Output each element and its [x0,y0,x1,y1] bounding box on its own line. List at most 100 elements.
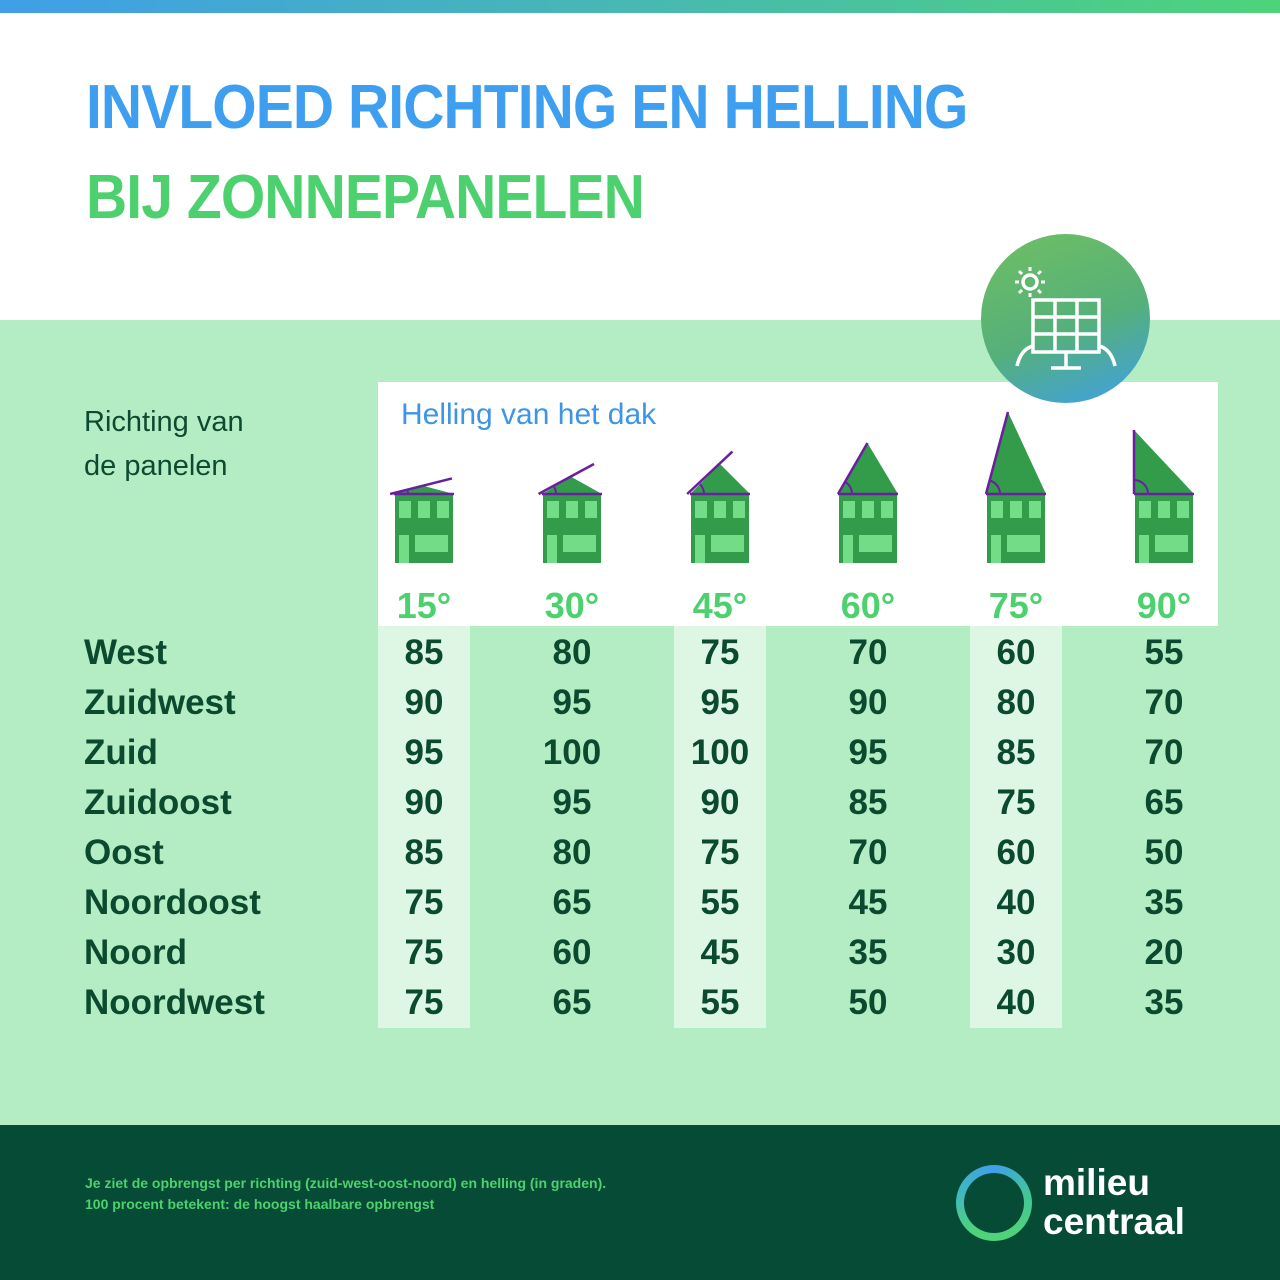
row-label: Zuidoost [84,783,232,822]
window [415,535,448,552]
table-cell: 75 [700,633,740,672]
table-cell: 85 [848,783,888,822]
header-box [378,382,1218,626]
roof-angle-line [537,462,595,496]
table-cell: 70 [1144,733,1184,772]
window [1010,501,1022,518]
table-cell: 75 [404,883,444,922]
roof [986,412,1046,494]
door [843,535,853,563]
table-cell: 45 [700,933,740,972]
table-cell: 35 [1144,983,1184,1022]
angle-arc-icon [699,483,705,495]
table-cell: 90 [404,783,444,822]
row-label: Zuid [84,733,158,772]
table-cell: 35 [848,933,888,972]
footer-note-line: Je ziet de opbrengst per richting (zuid-… [85,1175,607,1191]
door [695,535,705,563]
table-cell: 90 [404,683,444,722]
table-cell: 30 [996,933,1036,972]
row-label: Zuidwest [84,683,236,722]
table-cell: 35 [1144,883,1184,922]
roof [542,477,602,494]
window [1139,501,1151,518]
row-label: Noordoost [84,883,261,922]
table-cell: 90 [700,783,740,822]
window [566,501,578,518]
table-cell: 20 [1144,933,1184,972]
table-cell: 60 [996,633,1036,672]
window [843,501,855,518]
title-line-1: INVLOED RICHTING EN HELLING [86,73,968,142]
table-cell: 75 [996,783,1036,822]
footer [0,1125,1280,1280]
window [695,501,707,518]
solar-panel-sun-icon [981,234,1150,403]
table-cell: 100 [542,733,602,772]
roof [394,486,454,494]
door [547,535,557,563]
table-cell: 90 [848,683,888,722]
window [714,501,726,518]
footer-note-line: 100 procent betekent: de hoogst haalbare… [85,1196,435,1212]
door [399,535,409,563]
table-cell: 85 [404,833,444,872]
row-header: Richting van de panelen [84,400,244,488]
table-cell: 50 [848,983,888,1022]
row-label: Noordwest [84,983,265,1022]
logo-line: milieu [1043,1162,1150,1203]
window [881,501,893,518]
table-cell: 55 [700,883,740,922]
table-cell: 95 [404,733,444,772]
roof-angle-line [389,477,453,496]
roof [838,443,898,494]
table-cell: 40 [996,883,1036,922]
footer-note: Je ziet de opbrengst per richting (zuid-… [85,1173,606,1215]
door [991,535,1001,563]
window [1029,501,1041,518]
row-header-line: de panelen [84,450,228,482]
table-cell: 55 [1144,633,1184,672]
window [1007,535,1040,552]
column-label: 45° [692,585,748,626]
column-label: 75° [988,585,1044,626]
table-cell: 85 [404,633,444,672]
table-cell: 45 [848,883,888,922]
window [862,501,874,518]
column-header: Helling van het dak [401,398,657,431]
column-label: 90° [1136,585,1192,626]
row-label: Noord [84,933,188,972]
roof [690,464,750,494]
title-line-2: BIJ ZONNEPANELEN [86,163,645,232]
table-cell: 65 [552,983,592,1022]
table-cell: 65 [1144,783,1184,822]
table-cell: 95 [552,783,592,822]
table-cell: 70 [848,833,888,872]
table-cell: 50 [1144,833,1184,872]
table-cell: 70 [1144,683,1184,722]
table-cell: 55 [700,983,740,1022]
table-cell: 40 [996,983,1036,1022]
column-label: 15° [396,585,452,626]
window [859,535,892,552]
table-cell: 75 [700,833,740,872]
table-cell: 95 [700,683,740,722]
table-cell: 80 [552,833,592,872]
milieu-centraal-logo: milieu centraal [1043,1163,1185,1241]
angle-arc-icon [553,486,557,495]
row-label: Oost [84,833,164,872]
table-cell: 70 [848,633,888,672]
window [437,501,449,518]
window [418,501,430,518]
table-cell: 85 [996,733,1036,772]
window [1177,501,1189,518]
house-illustrations [389,411,1194,563]
table-cell: 65 [552,883,592,922]
window [711,535,744,552]
angle-arc-icon [844,481,853,495]
roof-angle-line [686,450,734,495]
column-highlight [378,626,470,1028]
window [399,501,411,518]
table-cell: 100 [690,733,750,772]
window [563,535,596,552]
